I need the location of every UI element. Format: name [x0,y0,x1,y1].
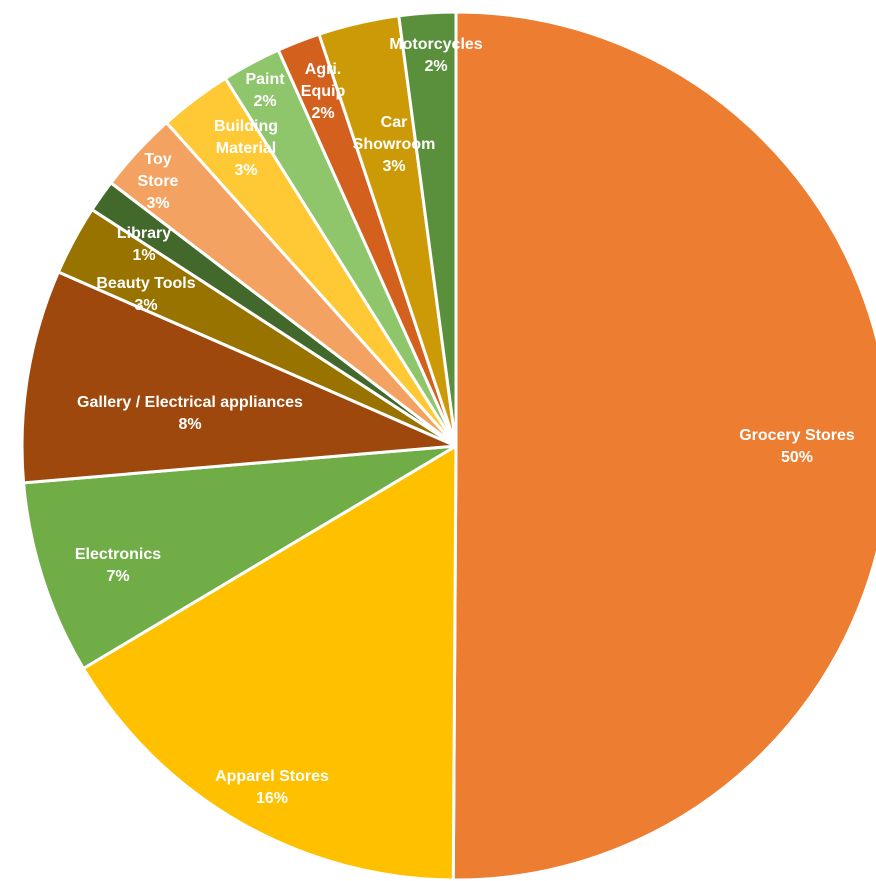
slice-value-label: 50% [781,449,813,466]
slice-category-label: Paint [245,71,285,88]
slice-category-label: Beauty Tools [96,275,195,292]
slice-label-apparel-stores: Apparel Stores 16% [215,768,329,807]
slice-label-agri-equip: Agri. Equip 2% [301,61,346,122]
pie-slice-electronics [22,444,458,670]
slice-label-library: Library 1% [117,225,171,264]
slice-category-label: Showroom [353,136,436,153]
slice-category-label: Grocery Stores [739,427,855,444]
slice-category-label: Toy [144,151,171,168]
slice-category-label: Car [381,114,408,131]
slice-value-label: 3% [234,162,257,179]
pie-slice-grocery-stores [451,10,876,881]
slice-label-beauty-tools: Beauty Tools 3% [96,275,195,314]
slice-category-label: Apparel Stores [215,768,329,785]
slice-label-toy-store: Toy Store 3% [138,151,179,212]
slices-layer [20,10,876,881]
slice-label-electronics: Electronics 7% [75,546,161,585]
labels-layer: Grocery Stores 50% Apparel Stores 16% Electr… [75,36,855,807]
slice-category-label: Store [138,173,179,190]
slice-label-gallery-electrical-appliances: Gallery / Electrical appliances 8% [77,394,303,433]
slice-category-label: Building [214,118,278,135]
slice-category-label: Equip [301,83,346,100]
slice-value-label: 7% [106,568,129,585]
slice-label-paint: Paint 2% [245,71,285,110]
slice-value-label: 16% [256,790,288,807]
pie-slice-gallery-electrical-appliances [20,270,458,485]
slice-value-label: 2% [424,58,447,75]
pie-slice-motorcycles [397,10,458,448]
slice-category-label: Motorcycles [389,36,482,53]
slice-category-label: Material [216,140,276,157]
slice-label-grocery-stores: Grocery Stores 50% [739,427,855,466]
slice-value-label: 1% [132,247,155,264]
slice-value-label: 3% [134,297,157,314]
pie-slice-apparel-stores [81,444,458,881]
slice-value-label: 3% [382,158,405,175]
slice-value-label: 2% [253,93,276,110]
slice-value-label: 2% [311,105,334,122]
slice-category-label: Agri. [305,61,341,78]
slice-label-motorcycles: Motorcycles 2% [389,36,482,75]
slice-label-building-material: Building Material 3% [214,118,278,179]
slice-label-car-showroom: Car Showroom 3% [353,114,436,175]
slice-category-label: Library [117,225,171,242]
slice-value-label: 8% [178,416,201,433]
slice-category-label: Gallery / Electrical appliances [77,394,303,411]
slice-category-label: Electronics [75,546,161,563]
slice-value-label: 3% [146,195,169,212]
